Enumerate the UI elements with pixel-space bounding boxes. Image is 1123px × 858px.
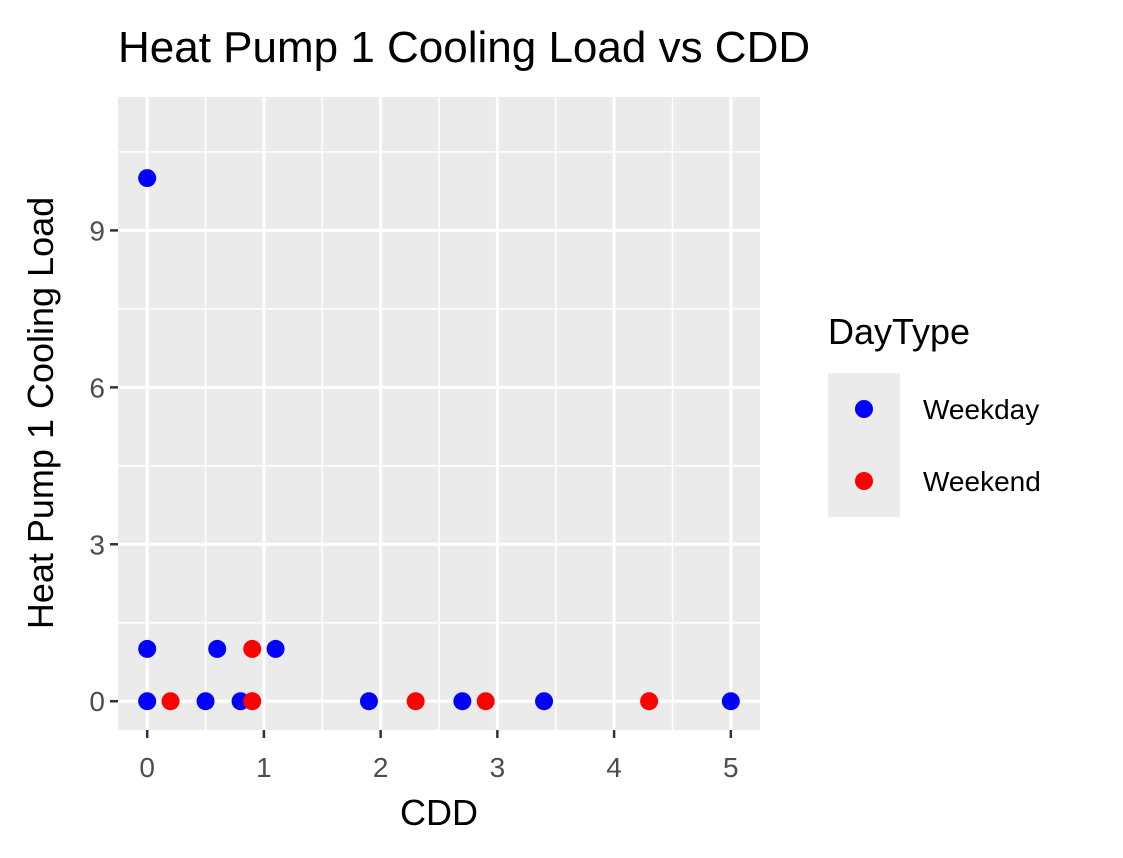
- chart-title: Heat Pump 1 Cooling Load vs CDD: [118, 23, 810, 72]
- y-axis: 0 3 6 9: [89, 215, 118, 717]
- y-tick-label: 9: [89, 215, 105, 246]
- x-axis: 0 1 2 3 4 5: [139, 730, 739, 783]
- data-point-weekday: [359, 692, 378, 711]
- data-point-weekday: [208, 639, 227, 658]
- x-axis-title: CDD: [400, 792, 478, 833]
- y-tick-label: 3: [89, 529, 105, 560]
- x-tick-label: 4: [606, 752, 622, 783]
- data-point-weekend: [476, 692, 495, 711]
- data-point-weekday: [266, 639, 285, 658]
- data-point-weekday: [196, 692, 215, 711]
- minor-gridlines: [118, 97, 760, 730]
- x-tick-label: 0: [139, 752, 155, 783]
- legend-label-weekday: Weekday: [923, 394, 1039, 425]
- data-point-weekday: [535, 692, 554, 711]
- y-axis-title: Heat Pump 1 Cooling Load: [20, 197, 61, 629]
- legend-title: DayType: [828, 311, 970, 352]
- x-tick-label: 2: [373, 752, 389, 783]
- x-tick-label: 1: [256, 752, 272, 783]
- data-point-weekend: [161, 692, 180, 711]
- legend-label-weekend: Weekend: [923, 466, 1041, 497]
- x-tick-label: 3: [490, 752, 506, 783]
- y-tick-label: 6: [89, 372, 105, 403]
- major-gridlines: [118, 97, 760, 730]
- data-point-weekday: [721, 692, 740, 711]
- data-point-weekday: [138, 169, 157, 188]
- data-point-weekend: [243, 692, 262, 711]
- data-points: [138, 169, 740, 711]
- legend-key-weekend: [855, 472, 873, 490]
- data-point-weekend: [640, 692, 659, 711]
- data-point-weekend: [406, 692, 425, 711]
- data-point-weekday: [453, 692, 472, 711]
- data-point-weekend: [243, 639, 262, 658]
- legend-key-background: [828, 373, 900, 517]
- data-point-weekday: [138, 692, 157, 711]
- data-point-weekday: [138, 639, 157, 658]
- y-tick-label: 0: [89, 686, 105, 717]
- legend-key-weekday: [855, 400, 873, 418]
- legend: DayType Weekday Weekend: [828, 311, 1041, 517]
- x-tick-label: 5: [723, 752, 739, 783]
